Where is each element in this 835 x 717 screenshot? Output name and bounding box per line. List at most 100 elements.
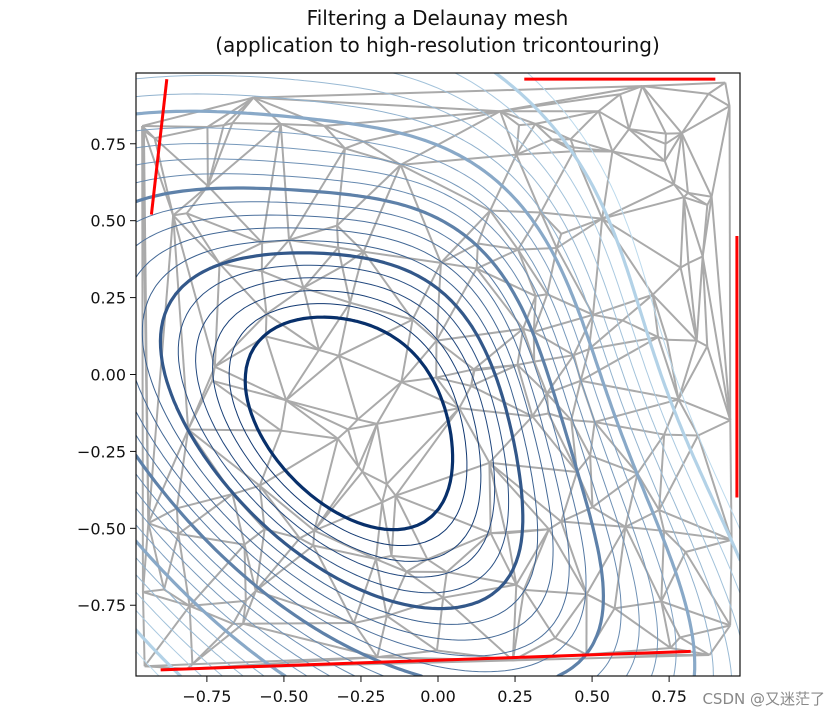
- mesh-edge: [440, 261, 477, 270]
- mesh-edge: [154, 126, 208, 140]
- mesh-edge: [374, 558, 388, 617]
- mesh-edge: [458, 407, 491, 464]
- mesh-edge: [357, 381, 403, 421]
- mesh-edge: [663, 530, 687, 553]
- mesh-edge: [337, 428, 349, 440]
- mesh-edge: [687, 255, 704, 265]
- mesh-edge: [597, 93, 621, 112]
- mesh-edge: [695, 256, 704, 341]
- contour-line: [136, 74, 732, 676]
- mesh-edge: [636, 434, 665, 475]
- mesh-edge: [363, 250, 442, 264]
- mesh-edge: [664, 433, 699, 437]
- mesh-edge: [560, 521, 588, 595]
- mesh-edge: [313, 529, 377, 560]
- x-tick-label: 0.75: [651, 687, 687, 706]
- mesh-edge: [299, 529, 315, 540]
- mesh-edge: [589, 454, 638, 475]
- mesh-edge: [336, 224, 365, 253]
- mesh-edge: [546, 293, 594, 316]
- mesh-edge: [375, 558, 407, 573]
- mesh-edge: [593, 421, 639, 475]
- mesh-edge: [280, 123, 325, 127]
- mesh-edge: [576, 455, 591, 473]
- mesh-edge: [672, 133, 683, 185]
- mesh-edge: [142, 588, 165, 593]
- mesh-edge: [579, 348, 590, 382]
- mesh-edge: [405, 570, 444, 599]
- mesh-edge: [435, 376, 472, 387]
- mesh-edge: [207, 124, 224, 128]
- mesh-edge: [585, 526, 627, 595]
- mesh-edge: [696, 339, 708, 348]
- x-tick-label: 0.50: [574, 687, 610, 706]
- mesh-edge: [206, 122, 234, 187]
- mesh-edge: [597, 110, 614, 152]
- mesh-edge: [243, 544, 247, 601]
- mesh-edge: [255, 544, 314, 592]
- mesh-edge: [253, 96, 501, 113]
- mesh-edge: [548, 520, 562, 531]
- mesh-edge: [213, 263, 221, 367]
- mesh-edge: [669, 636, 681, 649]
- mesh-edge: [533, 313, 594, 333]
- mesh-edge: [148, 522, 179, 535]
- mesh-edge: [678, 398, 731, 422]
- mesh-edge: [569, 138, 575, 148]
- mesh-edge: [663, 143, 667, 162]
- mesh-edge: [642, 85, 709, 95]
- mesh-edge: [223, 122, 233, 127]
- mesh-edge: [172, 185, 209, 217]
- mesh-edge: [446, 532, 492, 573]
- contour-line: [136, 227, 554, 641]
- mesh-edge: [701, 204, 709, 257]
- mesh-edge: [554, 593, 588, 639]
- mesh-edge: [586, 593, 616, 610]
- mesh-edge: [218, 262, 268, 315]
- mesh-edge: [580, 379, 679, 401]
- mesh-edge: [337, 247, 344, 267]
- mesh-edge: [680, 133, 689, 194]
- mesh-edge: [172, 215, 216, 368]
- contour-line: [195, 277, 496, 578]
- mesh-edge: [189, 604, 234, 625]
- mesh-edge: [499, 110, 520, 126]
- mesh-edge: [141, 125, 156, 139]
- mesh-edge: [533, 331, 575, 357]
- mesh-edge: [336, 148, 346, 226]
- mesh-edge: [588, 336, 659, 351]
- mesh-edge: [532, 293, 549, 333]
- mesh-edge: [499, 85, 643, 113]
- mesh-edge: [172, 215, 190, 430]
- mesh-edge: [336, 225, 340, 248]
- mesh-edge: [684, 551, 732, 626]
- mesh-edge: [288, 239, 305, 289]
- mesh-edge: [535, 293, 548, 298]
- mesh-edge: [548, 528, 588, 595]
- mesh-edge: [318, 348, 340, 357]
- mesh-edge: [663, 529, 732, 541]
- mesh-edge: [523, 589, 557, 639]
- contour-line: [136, 186, 605, 676]
- mesh-edge: [611, 128, 630, 153]
- mesh-layer: [141, 81, 733, 670]
- mesh-edge: [442, 583, 517, 599]
- x-tick-label: 0.25: [497, 687, 533, 706]
- mesh-edge: [395, 461, 490, 497]
- mesh-edge: [400, 319, 414, 383]
- mesh-edge: [427, 532, 492, 561]
- mesh-edge: [697, 435, 733, 541]
- watermark: CSDN @又迷茫了: [702, 690, 825, 708]
- mesh-edge: [476, 210, 492, 244]
- chart-title-line-1: Filtering a Delaunay mesh: [306, 6, 569, 30]
- contour-line: [136, 214, 570, 657]
- mesh-edge: [400, 163, 491, 212]
- x-tick-label: −0.50: [259, 687, 308, 706]
- mesh-edge: [395, 494, 492, 535]
- mesh-edge: [488, 462, 507, 533]
- mesh-edge: [499, 110, 518, 155]
- y-tick-label: 0.00: [90, 366, 126, 385]
- mesh-edge: [187, 380, 214, 430]
- mesh-edge: [258, 485, 301, 539]
- mesh-edge: [440, 242, 479, 264]
